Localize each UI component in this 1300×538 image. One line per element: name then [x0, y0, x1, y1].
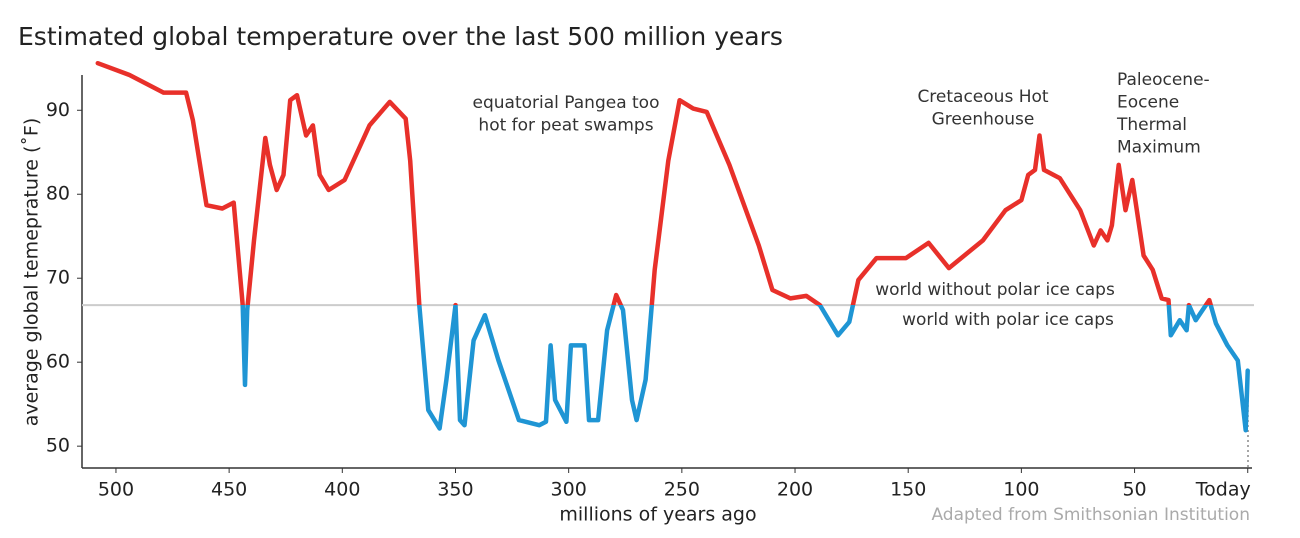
y-tick-label: 90 — [46, 99, 70, 121]
annotation: Cretaceous Hot — [917, 87, 1048, 107]
y-tick-label: 80 — [46, 183, 70, 205]
y-tick-label: 50 — [46, 435, 70, 457]
annotation: equatorial Pangea too — [473, 93, 660, 113]
x-axis-label: millions of years ago — [559, 504, 756, 526]
y-tick-label: 60 — [46, 351, 70, 373]
temperature-line — [95, 60, 1250, 433]
annotation: Paleocene- — [1117, 70, 1210, 90]
x-tick-label: 300 — [551, 479, 587, 501]
annotation: world without polar ice caps — [875, 280, 1115, 300]
source: Adapted from Smithsonian Institution — [931, 505, 1250, 525]
x-tick-label: 500 — [98, 479, 134, 501]
annotation: world with polar ice caps — [902, 310, 1114, 330]
x-tick-label: Today — [1195, 479, 1251, 501]
x-tick-label: 100 — [1003, 479, 1039, 501]
x-tick-label: 400 — [324, 479, 360, 501]
annotation: hot for peat swamps — [478, 116, 653, 136]
annotation: Thermal — [1116, 115, 1187, 135]
x-tick-label: 450 — [211, 479, 247, 501]
chart-title: Estimated global temperature over the la… — [18, 22, 783, 51]
x-tick-label: 350 — [437, 479, 473, 501]
x-tick-label: 150 — [890, 479, 926, 501]
y-tick-label: 70 — [46, 267, 70, 289]
annotation: Greenhouse — [932, 110, 1035, 130]
y-axis-label: average global temeprature (˚F) — [21, 118, 43, 427]
x-tick-label: 200 — [777, 479, 813, 501]
annotation: Eocene — [1117, 93, 1179, 113]
x-tick-label: 50 — [1122, 479, 1146, 501]
x-tick-label: 250 — [664, 479, 700, 501]
annotation: Maximum — [1117, 138, 1201, 158]
